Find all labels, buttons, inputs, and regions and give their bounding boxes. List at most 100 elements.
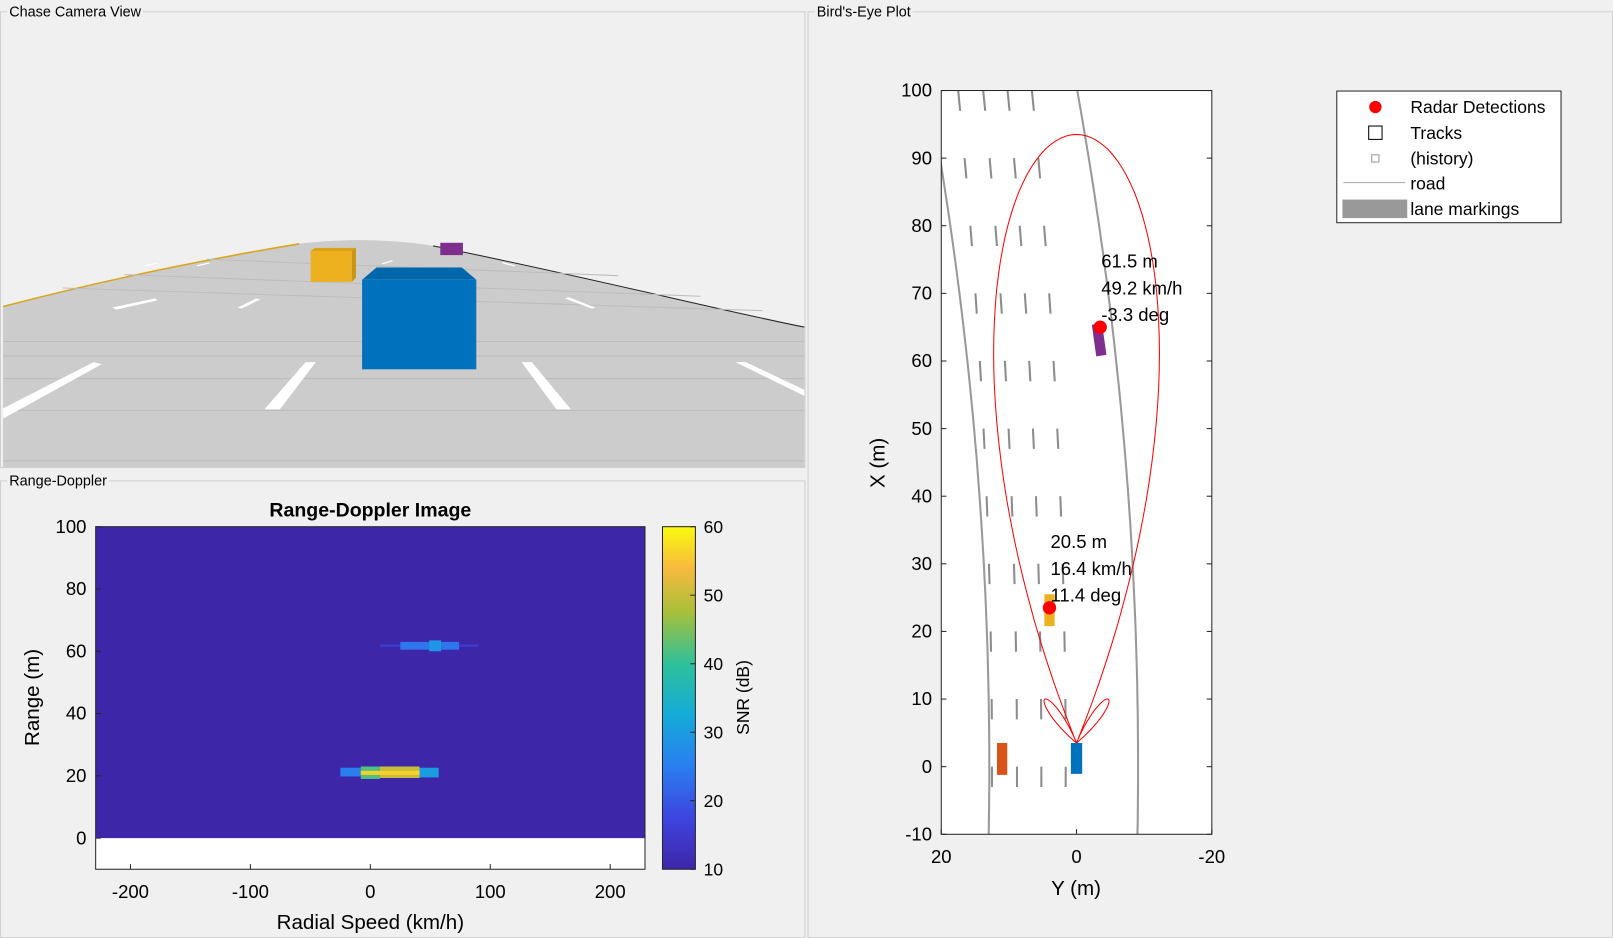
colorbar-tick-label: 20 [704,791,724,811]
red-dot-icon [1369,100,1382,114]
legend-label: lane markings [1410,199,1520,220]
lane-marking [988,158,993,179]
range-doppler-title: Range-Doppler [7,472,109,489]
lane-marking [969,225,973,247]
radar-coverage-area [993,133,1160,744]
legend-item-lane-markings: lane markings [1337,196,1560,221]
gray-bar-icon [1342,199,1408,219]
lane-marking [974,293,978,314]
legend-label: Tracks [1410,123,1463,143]
lane-marking [1012,158,1017,179]
y-tick-label: 70 [911,283,932,304]
lane-marking [1031,428,1035,449]
y-tick-label: 60 [911,350,932,371]
lane-marking [1023,293,1028,314]
detection-cell [441,641,460,650]
detection-label: 16.4 km/h [1051,558,1132,579]
lane-dashes [3,260,805,419]
detection-label: -3.3 deg [1101,304,1169,325]
lane-marking [1010,496,1014,517]
colorbar-tick-label: 60 [704,517,724,537]
legend-item-road: road [1337,171,1560,196]
road-edge-right [432,245,805,328]
plot-area [941,90,1212,835]
lane-marking [1037,563,1040,585]
lane-marking [1052,360,1056,382]
legend-label: road [1410,173,1446,194]
chase-camera-title: Chase Camera View [7,3,144,20]
colorbar-tick-label: 40 [704,654,724,674]
x-tick-label: 0 [365,881,375,902]
lane-marking [982,90,987,111]
vehicle-orange [996,742,1008,775]
y-tick-label: 100 [56,516,87,537]
y-axis-label: Range (m) [21,649,44,746]
vehicle-yellow [310,247,356,282]
road-edge-left [2,243,300,308]
road-boundary [1076,90,1140,835]
legend-label: (history) [1410,149,1474,169]
y-tick-label: 60 [66,640,87,661]
y-tick-label: 0 [922,756,932,777]
x-tick-label: 0 [1071,846,1081,867]
vehicle-purple [440,242,463,256]
chart-title: Range-Doppler Image [269,499,471,521]
lane-marking [1061,563,1065,585]
lane-marking [1028,360,1032,382]
legend-item-history: (history) [1337,146,1560,171]
detection-label: 20.5 m [1051,531,1108,552]
y-tick-label: 40 [66,703,87,724]
lane-marking [1012,563,1016,585]
lane-marking [1030,90,1035,111]
radar-detection [1042,601,1057,615]
lane-marking [1034,496,1038,517]
lane-marking [1059,496,1063,517]
lane-marking [987,563,991,585]
legend-item-tracks: Tracks [1337,120,1560,145]
y-tick-label: 80 [911,215,932,236]
y-tick-label: 0 [76,827,86,848]
lane-marking [999,293,1003,314]
y-tick-label: 50 [911,418,932,439]
lane-marking [1056,428,1060,449]
legend-item-radar-detections: Radar Detections [1337,95,1560,120]
y-tick-label: 40 [911,485,932,506]
lane-marking [1043,225,1047,247]
x-tick-label: 200 [595,881,626,902]
detection-cell [429,640,442,652]
detection-cell [360,770,420,775]
small-square-icon [1371,154,1380,163]
lane-marking [982,428,986,449]
x-axis-label: Y (m) [1051,877,1101,900]
birds-eye-title: Bird's-Eye Plot [814,3,913,20]
lane-marking [978,360,983,382]
road-boundary [941,159,991,835]
lane-marking [957,90,962,111]
y-tick-label: 20 [66,765,87,786]
lane-marking [1003,360,1008,382]
colorbar [661,526,696,870]
x-tick-label: 20 [931,846,952,867]
range-doppler-chart: Range-Doppler Image -200 -100 0 100 200 0 20 40… [21,499,753,934]
y-axis-label: X (m) [867,438,890,488]
y-tick-label: -10 [905,823,932,844]
legend: Radar Detections Tracks (history) road l… [1336,90,1562,224]
detection-label: 61.5 m [1101,251,1158,272]
vehicle-ego [362,267,477,370]
chase-camera-scene [2,240,805,468]
chase-camera-panel: Chase Camera View [0,3,806,469]
detection-cell [340,767,361,777]
y-tick-label: 100 [901,80,932,101]
x-tick-label: -100 [232,881,269,902]
y-tick-label: 90 [911,147,932,168]
radar-detection [1093,320,1107,334]
colorbar-tick-label: 10 [704,859,724,879]
lane-marking [1037,158,1042,179]
lane-marking [1048,293,1052,314]
lane-marking [1007,428,1011,449]
y-tick-label: 20 [911,621,932,642]
lane-marking [963,158,968,179]
lane-marking [1006,90,1011,111]
y-tick-label: 30 [911,553,932,574]
